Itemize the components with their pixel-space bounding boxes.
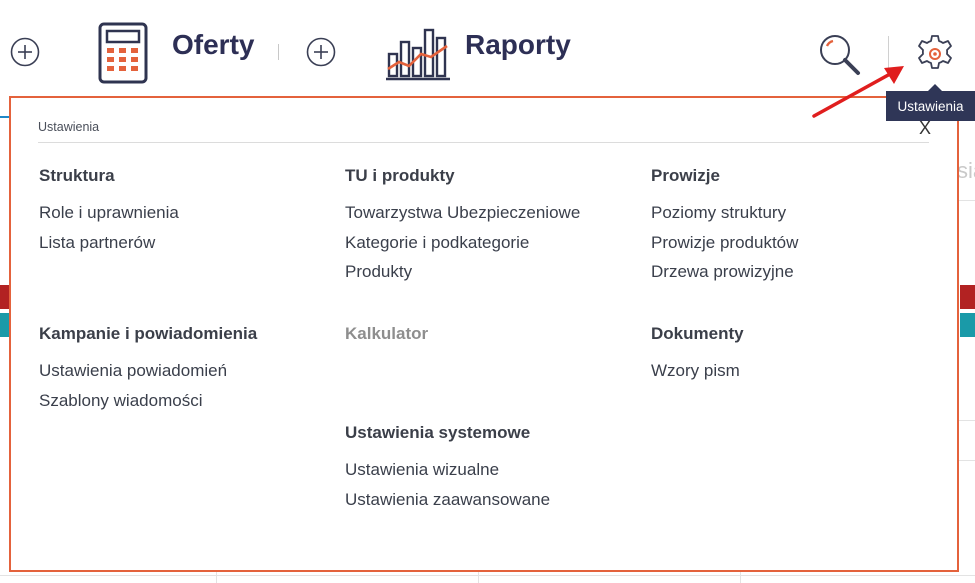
background-row-line: [955, 200, 975, 201]
background-accent-bar: [0, 116, 14, 118]
background-col-line: [216, 568, 217, 583]
link-drzewa-prowizyjne[interactable]: Drzewa prowizyjne: [651, 262, 794, 281]
section-kampanie: Kampanie i powiadomienia Ustawienia powi…: [39, 322, 257, 415]
link-ustawienia-powiadomien[interactable]: Ustawienia powiadomień: [39, 361, 228, 380]
background-row-line: [955, 460, 975, 461]
settings-tooltip: Ustawienia: [886, 91, 975, 121]
background-text-fragment: sia: [957, 158, 975, 183]
calculator-icon[interactable]: [98, 22, 148, 84]
link-towarzystwa[interactable]: Towarzystwa Ubezpieczeniowe: [345, 203, 581, 222]
nav-offers-link[interactable]: Oferty: [172, 29, 255, 60]
nav-reports-link[interactable]: Raporty: [465, 29, 571, 60]
link-produkty[interactable]: Produkty: [345, 262, 413, 281]
background-button-fragment: [0, 285, 9, 309]
section-title-disabled: Kalkulator: [345, 324, 429, 343]
icon-separator: [888, 36, 889, 72]
add-icon[interactable]: [10, 37, 40, 67]
link-role-uprawnienia[interactable]: Role i uprawnienia: [39, 203, 179, 222]
link-poziomy-struktury[interactable]: Poziomy struktury: [651, 203, 787, 222]
section-struktura: Struktura Role i uprawnienia Lista partn…: [39, 164, 179, 257]
settings-panel: Ustawienia X Struktura Role i uprawnieni…: [9, 96, 959, 572]
section-title: TU i produkty: [345, 166, 455, 185]
section-prowizje: Prowizje Poziomy struktury Prowizje prod…: [651, 164, 798, 287]
reports-chart-icon[interactable]: [385, 24, 451, 82]
close-icon[interactable]: X: [919, 118, 932, 138]
section-title: Prowizje: [651, 166, 720, 185]
section-title: Dokumenty: [651, 324, 744, 343]
link-prowizje-produktow[interactable]: Prowizje produktów: [651, 232, 799, 252]
link-szablony-wiadomosci[interactable]: Szablony wiadomości: [39, 390, 203, 410]
background-row-line: [955, 420, 975, 421]
section-kalkulator: Kalkulator: [345, 322, 428, 356]
top-navigation: Oferty Raporty: [0, 0, 975, 96]
section-title: Struktura: [39, 166, 115, 185]
background-button-fragment: [0, 313, 9, 337]
link-lista-partnerow[interactable]: Lista partnerów: [39, 232, 156, 252]
panel-header: Ustawienia: [38, 120, 100, 134]
link-ustawienia-wizualne[interactable]: Ustawienia wizualne: [345, 460, 500, 479]
link-wzory-pism[interactable]: Wzory pism: [651, 361, 740, 380]
link-kategorie[interactable]: Kategorie i podkategorie: [345, 232, 530, 252]
background-col-line: [740, 568, 741, 583]
background-col-line: [478, 568, 479, 583]
section-tu-produkty: TU i produkty Towarzystwa Ubezpieczeniow…: [345, 164, 580, 287]
nav-separator: [278, 44, 279, 60]
tooltip-arrow: [928, 84, 942, 91]
background-row-line: [0, 575, 975, 576]
section-ustawienia-systemowe: Ustawienia systemowe Ustawienia wizualne…: [345, 421, 550, 514]
pdf-icon[interactable]: [960, 285, 975, 309]
panel-divider: [38, 142, 929, 143]
document-icon[interactable]: [960, 313, 975, 337]
search-icon[interactable]: [818, 33, 862, 77]
section-title: Ustawienia systemowe: [345, 423, 531, 442]
link-ustawienia-zaawansowane[interactable]: Ustawienia zaawansowane: [345, 489, 551, 509]
add-icon[interactable]: [306, 37, 336, 67]
gear-icon[interactable]: [914, 33, 956, 75]
section-dokumenty: Dokumenty Wzory pism: [651, 322, 744, 386]
section-title: Kampanie i powiadomienia: [39, 324, 258, 343]
annotation-arrow: [812, 66, 904, 118]
